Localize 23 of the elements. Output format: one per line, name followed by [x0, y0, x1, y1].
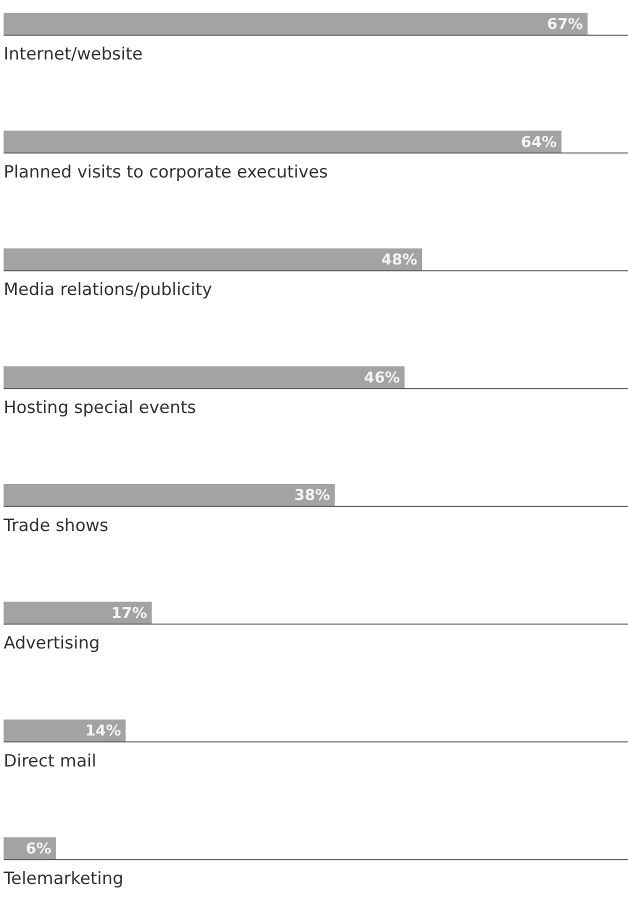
bar	[4, 130, 562, 154]
bar	[4, 720, 126, 742]
y-tick-label: Media relations/publicity	[4, 280, 212, 300]
data-label: 17%	[111, 604, 148, 622]
y-tick-label: Internet/website	[4, 44, 143, 65]
y-tick-label: Planned visits to corporate executives	[4, 162, 328, 182]
y-tick-label: Advertising	[4, 634, 100, 654]
bar	[4, 248, 422, 271]
data-label: 14%	[85, 722, 121, 740]
data-label: 38%	[294, 486, 330, 504]
y-tick-label: Direct mail	[4, 751, 96, 772]
data-label: 64%	[520, 132, 557, 151]
y-tick-label: Hosting special events	[4, 398, 196, 418]
data-label: 6%	[26, 839, 52, 858]
bar	[4, 484, 335, 506]
data-label: 67%	[547, 15, 583, 34]
data-label: 46%	[364, 368, 400, 386]
y-tick-label: Trade shows	[2, 516, 109, 536]
bar	[4, 12, 588, 36]
bar	[4, 366, 405, 389]
data-label: 48%	[381, 250, 418, 269]
bar	[4, 602, 152, 624]
y-tick-label: Telemarketing	[2, 869, 124, 890]
